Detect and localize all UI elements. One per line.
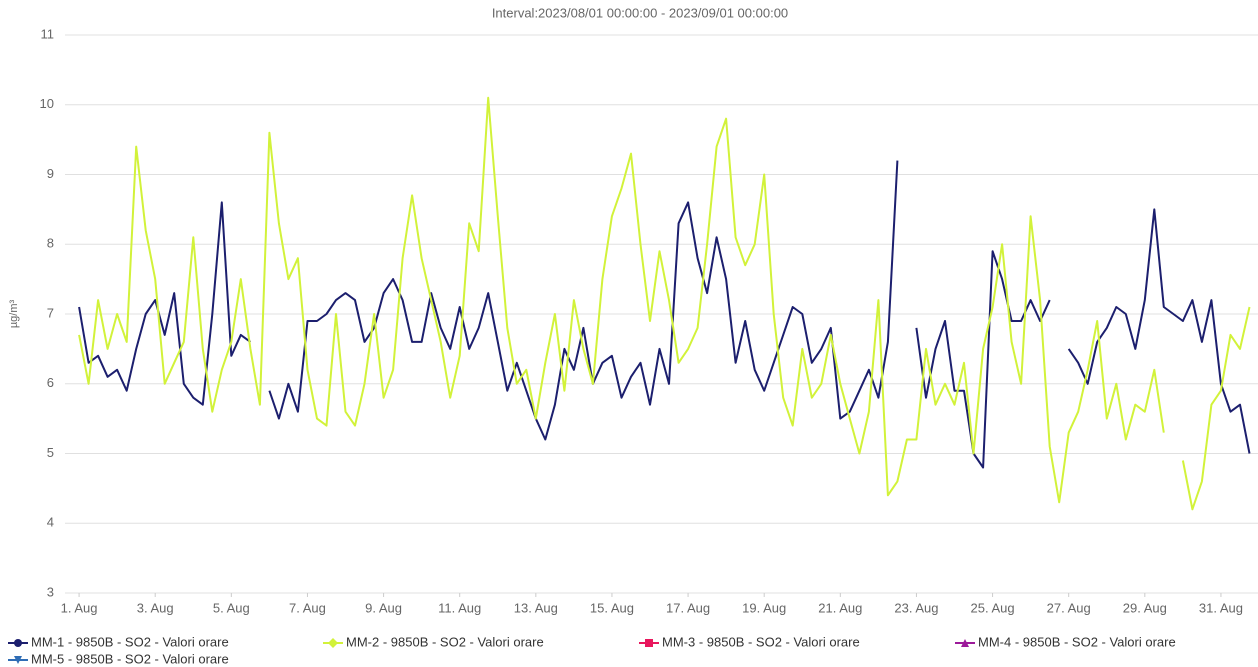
x-tick-label: 5. Aug: [213, 600, 250, 615]
x-tick-label: 17. Aug: [666, 600, 710, 615]
legend-label: MM-5 - 9850B - SO2 - Valori orare: [31, 651, 229, 666]
legend-marker: [645, 639, 653, 647]
x-tick-label: 25. Aug: [971, 600, 1015, 615]
legend-marker: [961, 639, 969, 647]
legend-label: MM-4 - 9850B - SO2 - Valori orare: [978, 634, 1176, 649]
legend-marker: [328, 638, 338, 648]
x-tick-label: 19. Aug: [742, 600, 786, 615]
x-tick-label: 27. Aug: [1047, 600, 1091, 615]
legend-label: MM-2 - 9850B - SO2 - Valori orare: [346, 634, 544, 649]
y-tick-label: 6: [47, 375, 54, 390]
x-tick-label: 9. Aug: [365, 600, 402, 615]
series-line: [78, 160, 1251, 469]
y-tick-label: 10: [40, 96, 54, 111]
chart-title: Interval:2023/08/01 00:00:00 - 2023/09/0…: [492, 5, 788, 20]
y-tick-label: 5: [47, 445, 54, 460]
y-tick-label: 11: [41, 26, 55, 41]
x-tick-label: 15. Aug: [590, 600, 634, 615]
y-tick-label: 4: [47, 515, 54, 530]
y-tick-label: 8: [47, 236, 54, 251]
x-tick-label: 13. Aug: [514, 600, 558, 615]
y-tick-label: 7: [47, 305, 54, 320]
x-tick-label: 29. Aug: [1123, 600, 1167, 615]
x-tick-label: 3. Aug: [137, 600, 174, 615]
legend-label: MM-1 - 9850B - SO2 - Valori orare: [31, 634, 229, 649]
series-line: [78, 96, 1251, 511]
legend-marker: [14, 639, 22, 647]
y-tick-label: 3: [47, 584, 54, 599]
legend-marker: [14, 656, 22, 664]
x-tick-label: 21. Aug: [818, 600, 862, 615]
x-tick-label: 23. Aug: [894, 600, 938, 615]
y-tick-label: 9: [47, 166, 54, 181]
x-tick-label: 11. Aug: [438, 600, 481, 615]
x-tick-label: 1. Aug: [61, 600, 98, 615]
x-tick-label: 31. Aug: [1199, 600, 1243, 615]
y-axis-label: µg/m³: [8, 299, 20, 328]
x-tick-label: 7. Aug: [289, 600, 326, 615]
legend-label: MM-3 - 9850B - SO2 - Valori orare: [662, 634, 860, 649]
